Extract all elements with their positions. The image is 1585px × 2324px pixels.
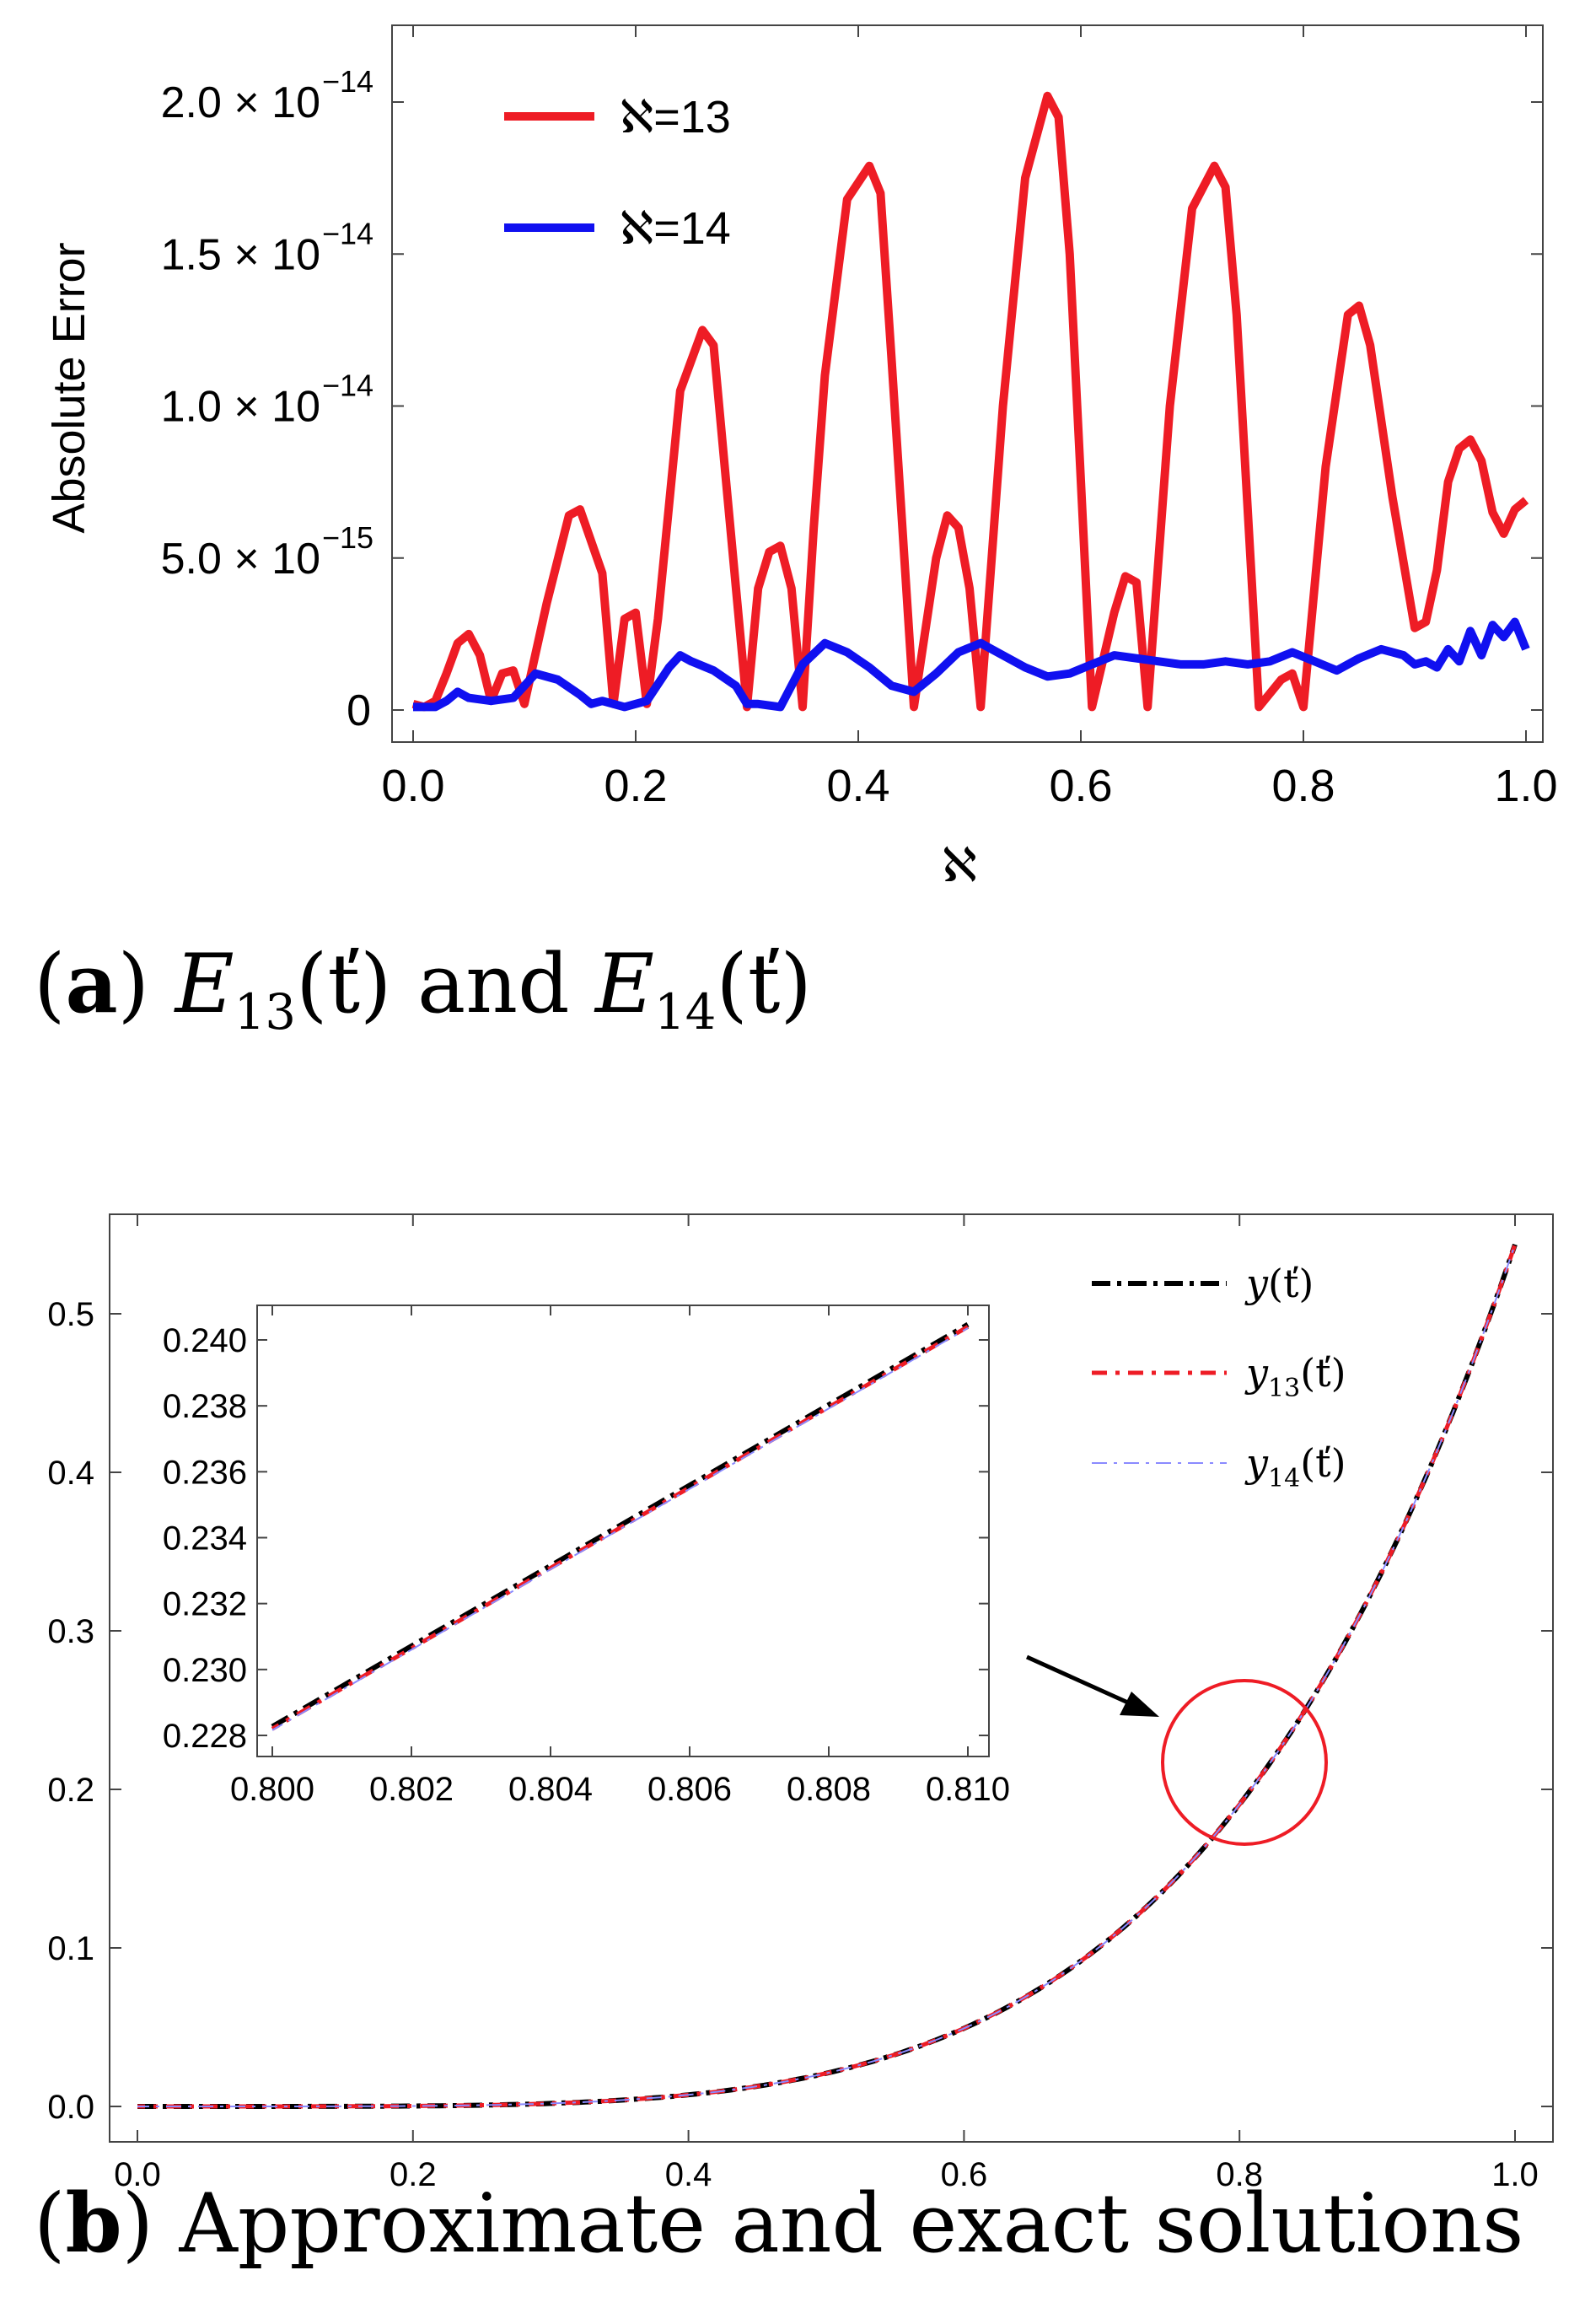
y-tick-label: 0.4 xyxy=(47,1455,94,1492)
y-tick-exponent: −14 xyxy=(322,64,373,99)
x-tick-label: 0.2 xyxy=(604,761,667,811)
inset-chart: 0.800 0.802 0.804 0.806 0.808 0.810 0.228 0.230… xyxy=(163,1305,1010,1808)
legend-label-3: y14(ť) xyxy=(1244,1440,1346,1493)
inset-ticks: 0.800 0.802 0.804 0.806 0.808 0.810 0.228 0.230… xyxy=(163,1305,1010,1808)
y-tick-label: 5.0 × 10 xyxy=(161,535,320,584)
inset-series-line-y14 xyxy=(271,1327,969,1731)
inset-y-tick-label: 0.238 xyxy=(163,1388,247,1425)
inset-x-tick-label: 0.802 xyxy=(369,1771,454,1808)
caption-b-text: Approximate and exact solutions xyxy=(179,2176,1524,2271)
inset-x-tick-label: 0.804 xyxy=(508,1771,593,1808)
y-tick-label: 0.5 xyxy=(47,1296,94,1333)
solution-chart-series xyxy=(137,1243,1518,2109)
y-tick-label: 2.0 × 10 xyxy=(161,78,320,127)
error-chart-ylabel: Absolute Error xyxy=(44,242,94,533)
legend-label-1: y(ť) xyxy=(1244,1261,1314,1306)
error-chart-legend: ℵ=13 ℵ=14 xyxy=(504,92,731,254)
x-tick-label: 0.4 xyxy=(665,2156,712,2193)
series-line-n14 xyxy=(413,617,1530,712)
error-chart-ticks: 0.0 0.2 0.4 0.6 0.8 1.005.0 × 10 −151.0 × 10 −1… xyxy=(161,25,1558,811)
caption-a-label: a xyxy=(65,936,118,1031)
x-tick-label: 0.8 xyxy=(1271,761,1335,811)
inset-y-tick-label: 0.232 xyxy=(163,1586,247,1623)
x-tick-label: 0.0 xyxy=(114,2156,161,2193)
y-tick-label: 0 xyxy=(347,686,371,735)
zoom-arrow-head xyxy=(1120,1692,1159,1717)
error-chart: 0.0 0.2 0.4 0.6 0.8 1.005.0 × 10 −151.0 × 10 −1… xyxy=(44,24,1558,891)
y-tick-label: 0.1 xyxy=(47,1930,94,1967)
inset-y-tick-label: 0.240 xyxy=(163,1322,247,1359)
caption-b-label: b xyxy=(65,2176,122,2271)
solution-chart-ticks: 0.0 0.2 0.4 0.6 0.8 1.0 0.0 0.1 0.2 0.3 0.4 0.5 xyxy=(47,1214,1553,2193)
caption-a: (a) E13(ť) and E14(ť) xyxy=(34,936,812,1041)
x-tick-label: 0.4 xyxy=(826,761,889,811)
x-tick-label: 0.8 xyxy=(1216,2156,1263,2193)
inset-series-line-y13 xyxy=(271,1325,970,1731)
inset-y-tick-label: 0.228 xyxy=(163,1718,247,1755)
y-tick-exponent: −15 xyxy=(322,520,373,555)
error-chart-xlabel: ℵ xyxy=(942,838,977,891)
inset-x-tick-label: 0.806 xyxy=(647,1771,732,1808)
error-chart-frame xyxy=(391,24,1544,743)
inset-x-tick-label: 0.810 xyxy=(926,1771,1010,1808)
series-line-y14 xyxy=(137,1244,1516,2107)
legend-label-n13: ℵ=13 xyxy=(620,92,731,143)
x-tick-label: 0.0 xyxy=(381,761,444,811)
y-tick-label: 0.2 xyxy=(47,1772,94,1809)
inset-y-tick-label: 0.234 xyxy=(163,1520,247,1557)
y-tick-label: 1.0 × 10 xyxy=(161,383,320,432)
y-tick-label: 0.0 xyxy=(47,2089,94,2126)
legend-label-2: y13(ť) xyxy=(1244,1350,1346,1403)
inset-series xyxy=(271,1322,970,1731)
x-tick-label: 0.6 xyxy=(1049,761,1112,811)
x-tick-label: 1.0 xyxy=(1494,761,1557,811)
x-tick-label: 0.2 xyxy=(390,2156,437,2193)
y-tick-exponent: −14 xyxy=(322,369,373,403)
zoom-arrow-shaft xyxy=(1025,1654,1131,1706)
legend-label-n14: ℵ=14 xyxy=(620,203,731,254)
inset-x-tick-label: 0.808 xyxy=(787,1771,871,1808)
error-chart-series xyxy=(411,91,1530,712)
inset-x-tick-label: 0.800 xyxy=(230,1771,314,1808)
solution-chart: 0.0 0.2 0.4 0.6 0.8 1.0 0.0 0.1 0.2 0.3 0.4 0.5 0.8… xyxy=(47,1213,1554,2193)
series-line-n13 xyxy=(411,91,1529,712)
solution-chart-frame xyxy=(109,1213,1554,2143)
solution-chart-legend: y(ť) y13(ť) y14(ť) xyxy=(1092,1261,1346,1493)
x-tick-label: 0.6 xyxy=(941,2156,988,2193)
inset-y-tick-label: 0.236 xyxy=(163,1454,247,1491)
inset-background xyxy=(256,1305,990,1757)
y-tick-label: 1.5 × 10 xyxy=(161,230,320,279)
series-line-y13 xyxy=(137,1243,1518,2109)
y-tick-exponent: −14 xyxy=(322,216,373,250)
zoom-circle xyxy=(1161,1679,1328,1846)
x-tick-label: 1.0 xyxy=(1491,2156,1539,2193)
caption-b: (b) Approximate and exact solutions xyxy=(34,2176,1524,2271)
y-tick-label: 0.3 xyxy=(47,1613,94,1650)
inset-y-tick-label: 0.230 xyxy=(163,1652,247,1689)
